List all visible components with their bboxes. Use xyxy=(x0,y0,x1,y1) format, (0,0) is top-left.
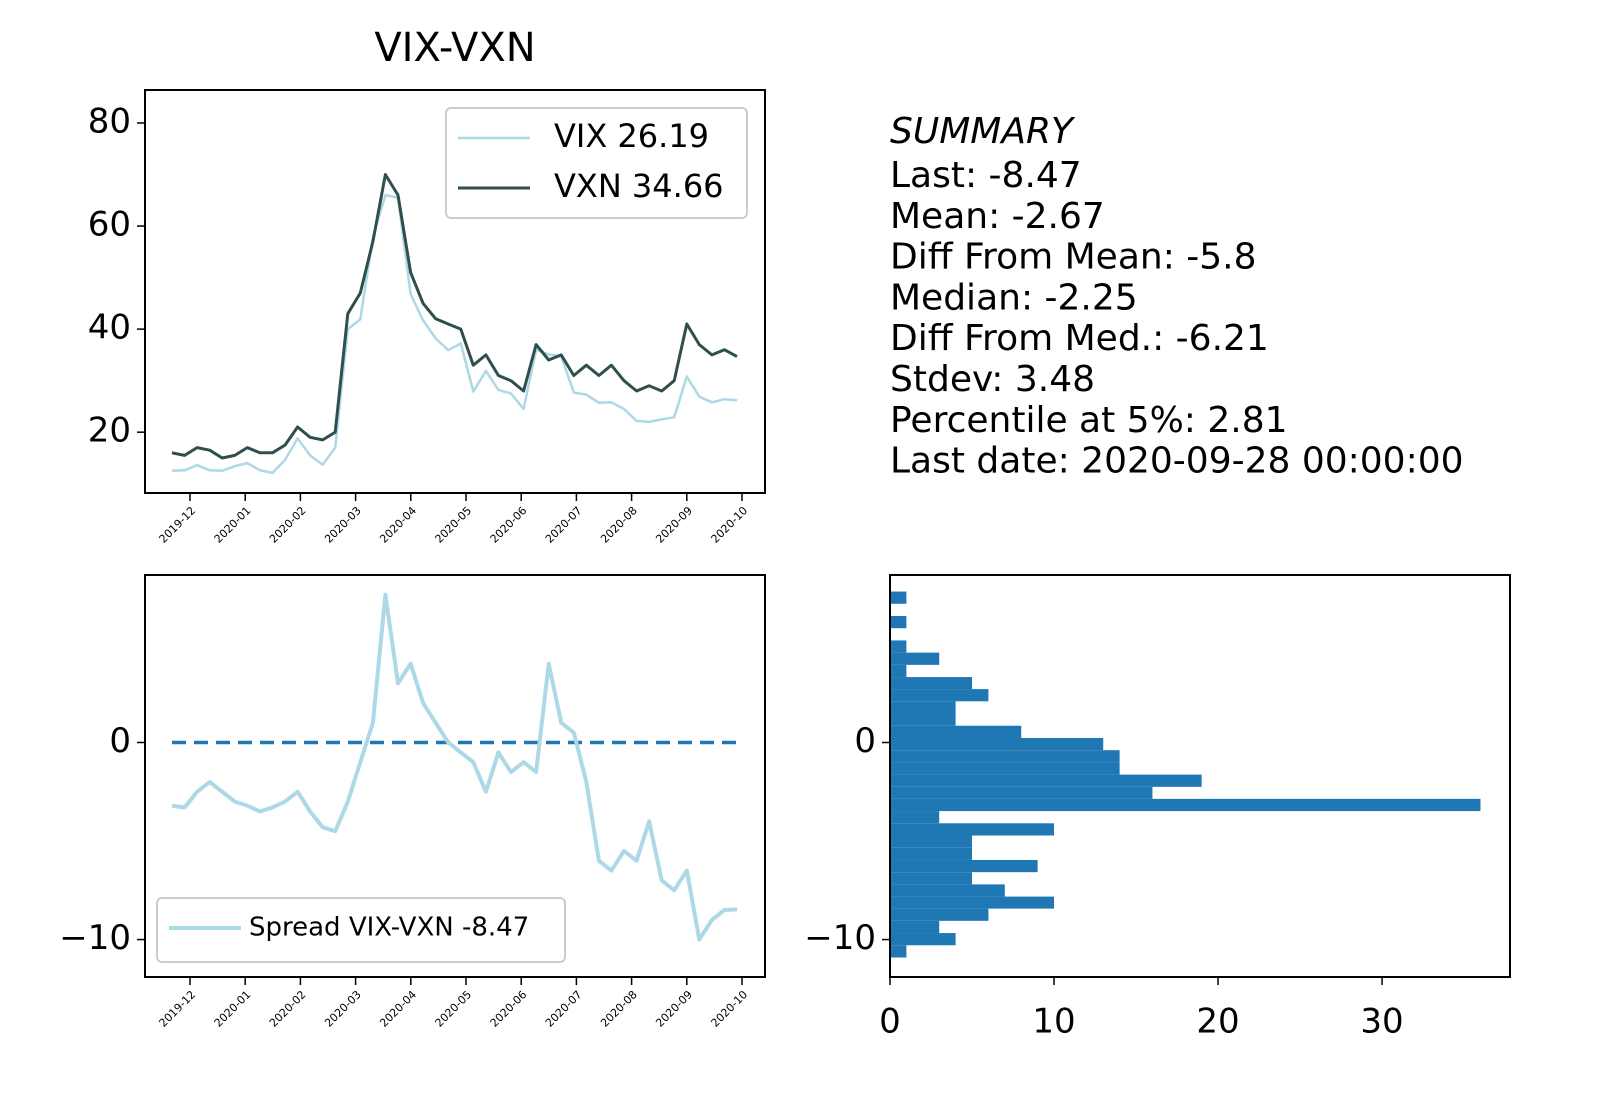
x-tick-label: 2020-08 xyxy=(598,504,640,546)
x-tick-label: 10 xyxy=(1032,1002,1075,1042)
y-tick-label: 0 xyxy=(109,721,131,761)
x-tick-label: 2020-03 xyxy=(322,988,364,1030)
histogram-bar xyxy=(890,908,989,921)
histogram-bar xyxy=(890,920,940,934)
histogram-bar xyxy=(890,896,1055,909)
histogram-bar xyxy=(890,615,907,629)
histogram-bar xyxy=(890,652,940,665)
histogram-bar xyxy=(890,725,1022,738)
chart-title: VIX-VXN xyxy=(374,25,535,71)
x-tick-label: 2020-05 xyxy=(433,504,475,546)
x-tick-label: 2019-12 xyxy=(157,988,199,1030)
summary-line: Stdev: 3.48 xyxy=(890,359,1095,400)
y-tick-label: −10 xyxy=(59,918,131,958)
y-tick-label: 60 xyxy=(88,205,131,245)
histogram-bar xyxy=(890,933,956,946)
x-tick-label: 2020-04 xyxy=(377,988,419,1030)
summary-line: Last: -8.47 xyxy=(890,155,1082,196)
histogram-bar xyxy=(890,750,1120,763)
legend-label: Spread VIX-VXN -8.47 xyxy=(249,913,529,943)
summary-line: Diff From Med.: -6.21 xyxy=(890,318,1269,359)
x-tick-label: 2020-07 xyxy=(543,988,585,1030)
y-tick-label: −10 xyxy=(804,918,876,958)
summary-line: Median: -2.25 xyxy=(890,277,1138,318)
histogram-bar xyxy=(890,762,1120,775)
histogram-bar xyxy=(890,689,989,702)
histogram-bar xyxy=(890,591,907,604)
axes-frame xyxy=(144,89,766,494)
x-tick-label: 2020-08 xyxy=(598,988,640,1030)
y-tick-label: 0 xyxy=(854,721,876,761)
x-tick-label: 2020-04 xyxy=(377,504,419,546)
legend-box xyxy=(156,897,566,963)
x-tick-label: 2020-06 xyxy=(488,988,530,1030)
x-tick-label: 2020-09 xyxy=(653,504,695,546)
x-tick-label: 2020-05 xyxy=(433,988,475,1030)
histogram-bar xyxy=(890,823,1055,836)
line-series xyxy=(171,173,738,460)
summary-title: SUMMARY xyxy=(890,111,1076,152)
x-tick-label: 2020-01 xyxy=(212,504,254,546)
x-tick-label: 20 xyxy=(1196,1002,1239,1042)
x-tick-label: 2020-06 xyxy=(488,504,530,546)
legend-label: VIX 26.19 xyxy=(554,117,709,155)
x-tick-label: 2019-12 xyxy=(157,504,199,546)
histogram-bar xyxy=(890,884,1005,897)
line-series xyxy=(171,193,738,475)
x-tick-label: 2020-01 xyxy=(212,988,254,1030)
summary-line: Mean: -2.67 xyxy=(890,196,1105,237)
histogram-bar xyxy=(890,664,907,678)
histogram-bar xyxy=(890,835,973,848)
x-tick-label: 2020-09 xyxy=(653,988,695,1030)
x-tick-label: 30 xyxy=(1360,1002,1403,1042)
histogram-bar xyxy=(890,945,907,958)
histogram-bar xyxy=(890,811,940,824)
histogram-bar xyxy=(890,677,973,690)
histogram-bar xyxy=(890,774,1202,787)
histogram-bar xyxy=(890,786,1153,799)
y-tick-label: 80 xyxy=(88,101,131,141)
x-tick-label: 0 xyxy=(879,1002,901,1042)
histogram-bar xyxy=(890,640,907,653)
x-tick-label: 2020-07 xyxy=(543,504,585,546)
histogram-bar xyxy=(890,737,1104,751)
x-tick-label: 2020-10 xyxy=(709,504,751,546)
histogram-bar xyxy=(890,701,956,714)
legend-label: VXN 34.66 xyxy=(554,167,724,205)
histogram-bar xyxy=(890,859,1038,873)
x-tick-label: 2020-10 xyxy=(709,988,751,1030)
y-tick-label: 20 xyxy=(88,411,131,451)
summary-line: Percentile at 5%: 2.81 xyxy=(890,400,1288,441)
axes-frame xyxy=(144,574,766,978)
histogram-bar xyxy=(890,872,973,885)
x-tick-label: 2020-02 xyxy=(267,988,309,1030)
histogram-bar xyxy=(890,847,973,860)
histogram-bar xyxy=(890,713,956,726)
legend-box xyxy=(445,107,748,219)
x-tick-label: 2020-03 xyxy=(322,504,364,546)
histogram-bar xyxy=(890,798,1481,812)
axes-frame xyxy=(889,574,1511,978)
summary-line: Diff From Mean: -5.8 xyxy=(890,237,1257,278)
x-tick-label: 2020-02 xyxy=(267,504,309,546)
summary-line: Last date: 2020-09-28 00:00:00 xyxy=(890,441,1464,482)
line-series xyxy=(171,592,738,942)
y-tick-label: 40 xyxy=(88,308,131,348)
